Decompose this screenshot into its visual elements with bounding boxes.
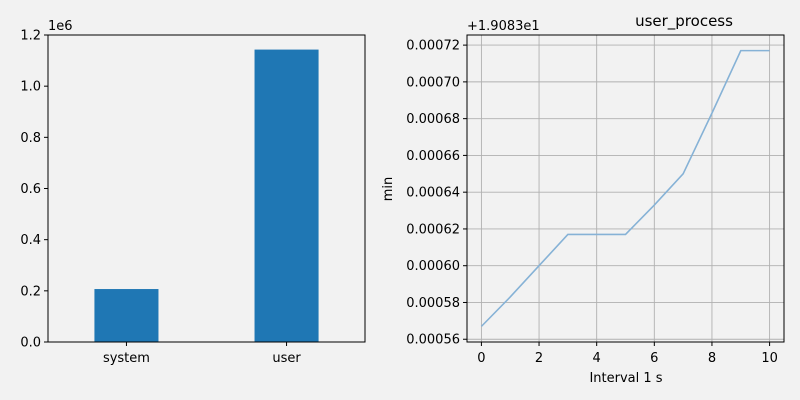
bar-y-tick-label: 0.6 — [20, 182, 41, 197]
line-x-tick-label: 2 — [535, 351, 543, 366]
bar-system — [94, 289, 159, 342]
bar-chart: 0.0 0.2 0.4 0.6 0.8 1.0 1.2 system user 1e6 — [20, 19, 366, 366]
line-y-tick-label: 0.00068 — [406, 112, 460, 127]
bar-x-ticks: system user — [103, 342, 301, 366]
line-offset-label: +1.9083e1 — [467, 19, 540, 34]
bar-y-tick-label: 0.0 — [20, 336, 41, 351]
bar-scale-label: 1e6 — [48, 19, 73, 34]
line-x-axis-label: Interval 1 s — [589, 371, 662, 386]
line-x-tick-label: 6 — [650, 351, 658, 366]
line-plot-area — [467, 35, 784, 342]
line-x-tick-label: 8 — [708, 351, 716, 366]
line-series — [480, 49, 770, 327]
line-x-tick-label: 4 — [593, 351, 601, 366]
bar-y-tick-label: 0.8 — [20, 131, 41, 146]
line-chart-title: user_process — [635, 12, 733, 31]
line-y-axis-label: min — [381, 177, 396, 202]
line-x-tick-label: 0 — [477, 351, 485, 366]
bar-marks — [94, 49, 319, 343]
line-marks — [480, 49, 770, 327]
line-axes-frame — [466, 34, 785, 343]
bar-y-tick-label: 0.2 — [20, 284, 41, 299]
line-y-tick-label: 0.00072 — [406, 39, 460, 54]
line-y-tick-label: 0.00056 — [406, 333, 460, 348]
line-y-tick-label: 0.00070 — [406, 75, 460, 90]
line-y-tick-label: 0.00066 — [406, 149, 460, 164]
line-x-tick-label: 10 — [761, 351, 778, 366]
bar-x-tick-label: user — [272, 351, 301, 366]
line-y-tick-label: 0.00062 — [406, 222, 460, 237]
bar-y-tick-label: 0.4 — [20, 233, 41, 248]
bar-user — [254, 49, 319, 343]
bar-y-tick-label: 1.2 — [20, 29, 41, 44]
bar-x-tick-label: system — [103, 351, 150, 366]
line-chart: 0.00056 0.00058 0.00060 0.00062 0.00064 0.000… — [381, 12, 785, 386]
line-y-ticks: 0.00056 0.00058 0.00060 0.00062 0.00064 0.000… — [406, 39, 467, 348]
line-y-tick-label: 0.00064 — [406, 186, 460, 201]
bar-y-tick-label: 1.0 — [20, 80, 41, 95]
line-y-tick-label: 0.00058 — [406, 296, 460, 311]
bar-axes-frame — [47, 34, 366, 343]
line-x-ticks: 0 2 4 6 8 10 — [477, 342, 778, 366]
bar-y-ticks: 0.0 0.2 0.4 0.6 0.8 1.0 1.2 — [20, 29, 48, 351]
line-grid — [467, 35, 784, 342]
line-y-tick-label: 0.00060 — [406, 259, 460, 274]
